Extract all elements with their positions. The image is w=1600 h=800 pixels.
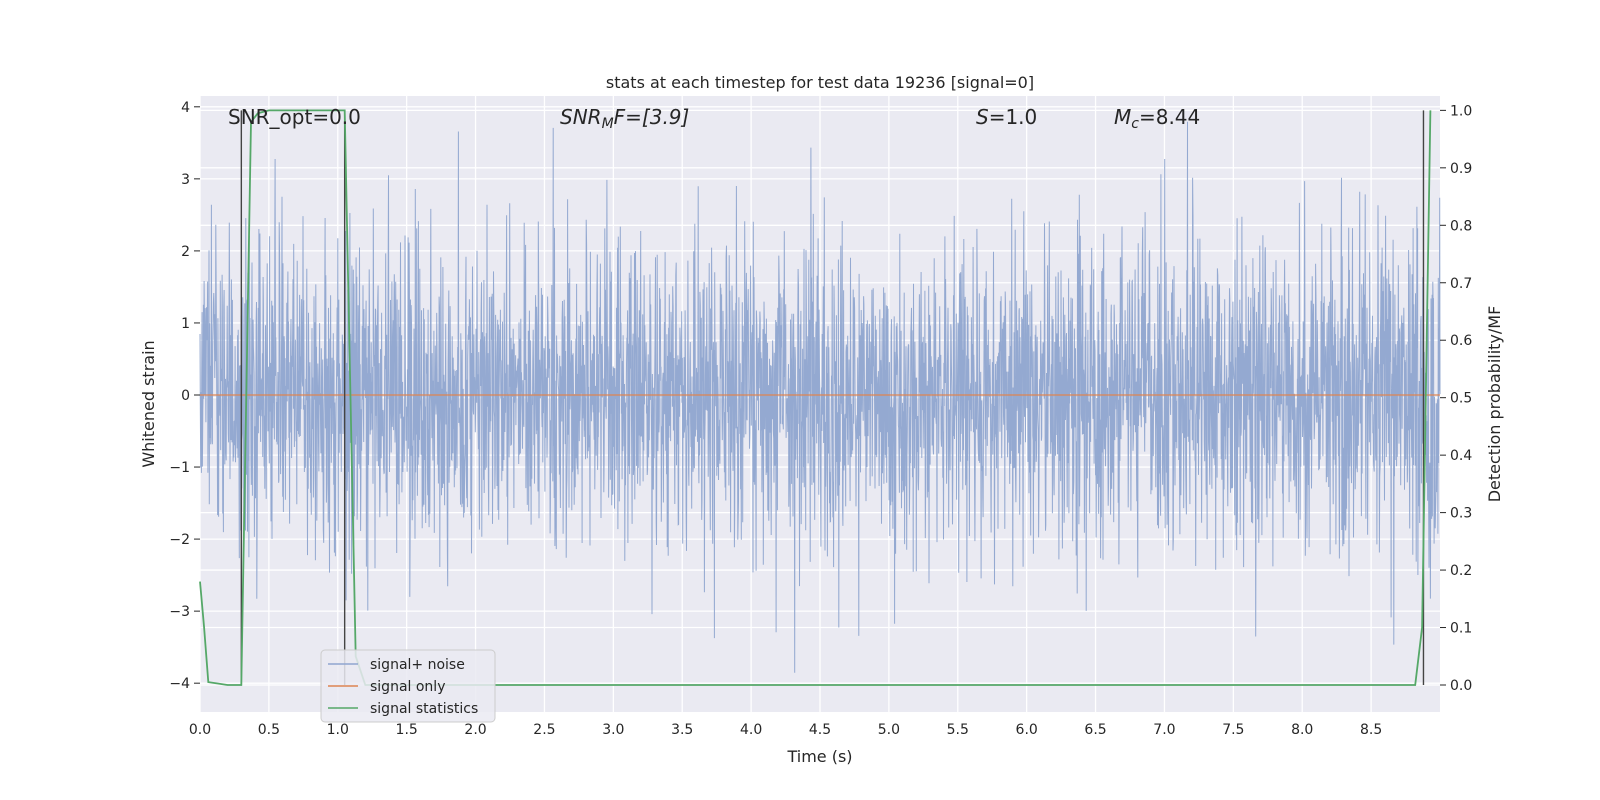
y2-tick-label: 0.7: [1450, 276, 1472, 292]
annotation-snr-mf-sub: M: [602, 116, 614, 132]
legend-label-signal-only: signal only: [370, 679, 445, 695]
x-tick-label: 7.0: [1153, 722, 1175, 738]
y2-axis-label: Detection probability/MF: [1485, 306, 1504, 503]
chart-title: stats at each timestep for test data 192…: [606, 73, 1034, 92]
y-axis-label: Whitened strain: [139, 340, 158, 467]
annotation-mc-sub: c: [1131, 116, 1139, 132]
noise-trace: [199, 121, 1441, 673]
y-tick-label: −3: [169, 604, 190, 620]
annotation-snr-opt: SNR_opt=0.0: [228, 105, 361, 129]
y-tick-label: 2: [181, 244, 190, 260]
y-tick-label: −2: [169, 532, 190, 548]
x-tick-label: 3.0: [602, 722, 624, 738]
x-tick-label: 8.5: [1360, 722, 1382, 738]
x-tick-label: 8.0: [1291, 722, 1313, 738]
y-axis-ticks: 4 3 2 1 0 −1 −2 −3 −4: [169, 100, 200, 692]
y2-tick-label: 0.2: [1450, 563, 1472, 579]
annotation-mc: Mc=8.44: [1114, 105, 1200, 132]
legend-box: [320, 649, 496, 723]
annotation-mc-rest: =8.44: [1139, 105, 1200, 129]
annotation-snr-mf-var: SNR: [560, 105, 602, 129]
y2-tick-label: 0.5: [1450, 391, 1472, 407]
annotation-s-var: S: [976, 105, 989, 129]
series-signal-plus-noise: [199, 121, 1441, 673]
x-tick-label: 1.5: [396, 722, 418, 738]
y2-tick-label: 0.1: [1450, 621, 1472, 637]
x-tick-label: 4.5: [809, 722, 831, 738]
y2-axis-ticks: 1.0 0.9 0.8 0.7 0.6 0.5 0.4 0.3 0.2 0.1 0.0: [1440, 103, 1472, 694]
x-tick-label: 4.0: [740, 722, 762, 738]
legend: signal+ noise signal only signal statist…: [320, 649, 496, 723]
x-tick-label: 0.5: [258, 722, 280, 738]
legend-label-signal-statistics: signal statistics: [370, 701, 478, 717]
y2-tick-label: 0.6: [1450, 333, 1472, 349]
y2-tick-label: 0.9: [1450, 161, 1472, 177]
y-tick-label: 3: [181, 172, 190, 188]
y2-tick-label: 0.4: [1450, 448, 1472, 464]
y-tick-label: −4: [169, 676, 190, 692]
x-tick-label: 2.0: [464, 722, 486, 738]
y-tick-label: 1: [181, 316, 190, 332]
x-axis-ticks: 0.0 0.5 1.0 1.5 2.0 2.5 3.0 3.5 4.0 4.5 5.0 5.5 6.0 6…: [189, 722, 1382, 738]
y2-tick-label: 0.8: [1450, 218, 1472, 234]
x-tick-label: 7.5: [1222, 722, 1244, 738]
x-tick-label: 3.5: [671, 722, 693, 738]
x-tick-label: 6.0: [1016, 722, 1038, 738]
x-tick-label: 6.5: [1084, 722, 1106, 738]
series-signal-statistics: [199, 109, 1432, 686]
signal-statistics-line: [199, 109, 1432, 686]
y2-tick-label: 0.3: [1450, 506, 1472, 522]
y2-tick-label: 1.0: [1450, 103, 1472, 119]
x-tick-label: 1.0: [327, 722, 349, 738]
x-tick-label: 0.0: [189, 722, 211, 738]
x-tick-label: 2.5: [533, 722, 555, 738]
x-tick-label: 5.0: [878, 722, 900, 738]
y-tick-label: 0: [181, 388, 190, 404]
y-tick-label: 4: [181, 100, 190, 116]
legend-label-signal-plus-noise: signal+ noise: [370, 657, 465, 673]
annotation-snr-mf: SNRMF=[3.9]: [560, 105, 689, 132]
x-axis-label: Time (s): [786, 747, 852, 766]
annotation-mc-var: M: [1114, 105, 1131, 129]
x-tick-label: 5.5: [947, 722, 969, 738]
y2-tick-label: 0.0: [1450, 678, 1472, 694]
annotation-s: S=1.0: [976, 105, 1037, 129]
annotation-snr-mf-rest: F=[3.9]: [614, 105, 690, 129]
annotation-s-rest: =1.0: [989, 105, 1038, 129]
y-tick-label: −1: [169, 460, 190, 476]
